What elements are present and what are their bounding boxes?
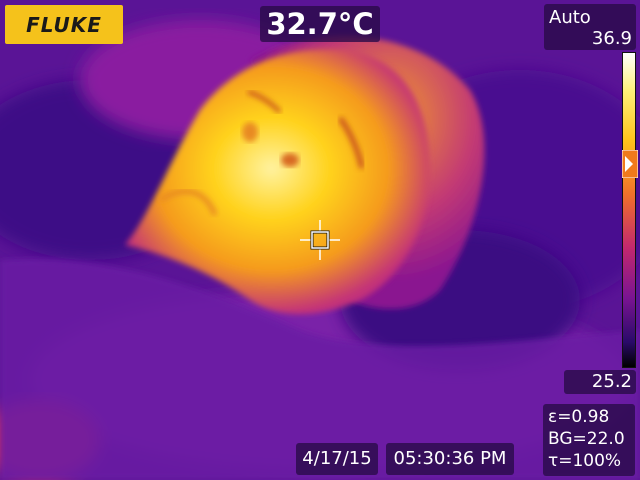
emissivity-value: ε=0.98: [548, 406, 635, 428]
range-panel-top: Auto 36.9: [544, 4, 636, 50]
range-mode-label: Auto: [549, 7, 591, 28]
color-scale-bar: [622, 52, 636, 368]
fluke-logo: FLUKE: [5, 5, 123, 44]
crosshair-icon: [300, 220, 340, 260]
capture-date: 4/17/15: [296, 443, 378, 475]
measurement-parameters: ε=0.98 BG=22.0 τ=100%: [543, 404, 635, 476]
capture-time: 05:30:36 PM: [386, 443, 514, 475]
logo-text: FLUKE: [26, 13, 102, 37]
transmission-value: τ=100%: [548, 450, 635, 472]
scale-marker-icon: [622, 150, 638, 178]
range-max-value: 36.9: [592, 28, 632, 49]
range-min-value: 25.2: [564, 370, 636, 394]
spot-temperature-readout: 32.7°C: [260, 6, 380, 42]
background-temp-value: BG=22.0: [548, 428, 635, 450]
